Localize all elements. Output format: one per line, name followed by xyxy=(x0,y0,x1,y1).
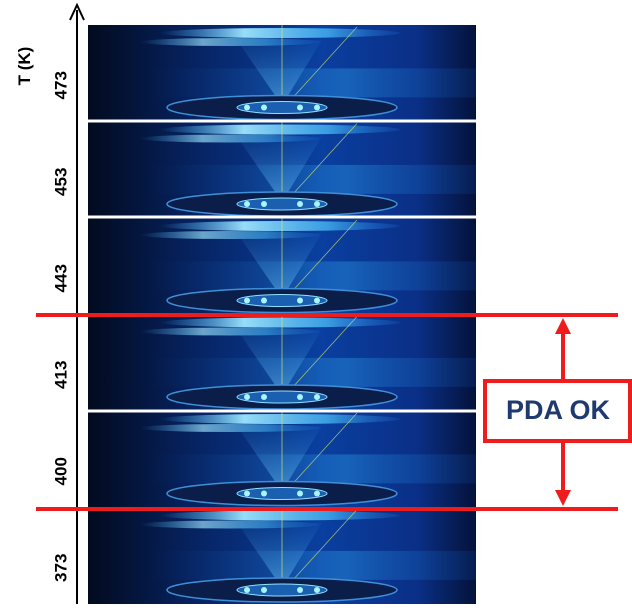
nozzle-core xyxy=(236,583,328,597)
lower-glow xyxy=(148,357,476,387)
spray-photo: 413 xyxy=(51,314,476,411)
annotation: PDA OK xyxy=(506,395,611,425)
annotation-box xyxy=(483,379,632,443)
nozzle-core xyxy=(236,101,328,114)
nozzle-core xyxy=(236,197,328,211)
temperature-label: 373 xyxy=(51,554,70,582)
spray-cone xyxy=(237,40,322,106)
nozzle-hole xyxy=(297,104,303,111)
nozzle-hole xyxy=(297,297,303,304)
nozzle-hole xyxy=(261,394,267,400)
nozzle-hole xyxy=(297,587,303,593)
upper-streak xyxy=(160,317,400,328)
upper-streak xyxy=(160,28,400,38)
temperature-label: 443 xyxy=(51,264,70,292)
spray-photo: 400 xyxy=(51,411,476,508)
upper-streak xyxy=(160,510,400,521)
nozzle-hole xyxy=(314,587,320,593)
spray-photo: 453 xyxy=(51,121,476,218)
spray-cone xyxy=(237,426,322,492)
nozzle-hole xyxy=(244,394,250,400)
nozzle-hole xyxy=(314,297,320,304)
lower-glow xyxy=(148,261,476,291)
upper-streak xyxy=(160,414,400,424)
nozzle-core xyxy=(236,294,328,307)
spray-photo: 373 xyxy=(51,507,476,604)
spray-photo: 443 xyxy=(51,218,476,315)
temperature-label: 400 xyxy=(51,457,70,485)
nozzle-hole xyxy=(244,490,250,497)
spray-cone xyxy=(237,233,322,299)
temperature-label: 453 xyxy=(51,168,70,196)
axis-label: T (K) xyxy=(15,47,34,86)
nozzle-hole xyxy=(244,587,250,593)
nozzle-hole xyxy=(261,104,267,111)
nozzle-hole xyxy=(244,104,250,111)
nozzle-hole xyxy=(314,394,320,400)
lower-glow xyxy=(148,164,476,194)
nozzle-hole xyxy=(314,490,320,497)
nozzle-hole xyxy=(261,587,267,593)
temperature-label: 413 xyxy=(51,361,70,389)
nozzle-hole xyxy=(297,201,303,207)
arrow-head xyxy=(555,318,571,334)
nozzle-hole xyxy=(314,104,320,111)
lower-glow xyxy=(148,68,476,98)
nozzle-hole xyxy=(244,297,250,304)
axis-arrow xyxy=(69,2,85,21)
arrow-head xyxy=(555,490,571,506)
nozzle-core xyxy=(236,390,328,404)
nozzle-core xyxy=(236,487,328,500)
nozzle-hole xyxy=(261,201,267,207)
separators xyxy=(88,119,476,413)
nozzle-hole xyxy=(314,201,320,207)
upper-streak xyxy=(160,124,400,135)
temperature-label: 473 xyxy=(51,71,70,99)
lower-glow xyxy=(148,550,476,580)
upper-streak xyxy=(160,221,400,231)
nozzle-hole xyxy=(261,490,267,497)
spray-cone xyxy=(237,136,322,202)
photo-stack: 473 453 443 413 400 373 xyxy=(51,25,476,604)
spray-photo: 473 xyxy=(51,25,476,122)
nozzle-hole xyxy=(297,490,303,497)
nozzle-hole xyxy=(244,201,250,207)
nozzle-hole xyxy=(261,297,267,304)
spray-cone xyxy=(237,522,322,588)
nozzle-hole xyxy=(297,394,303,400)
lower-glow xyxy=(148,454,476,484)
spray-cone xyxy=(237,329,322,395)
